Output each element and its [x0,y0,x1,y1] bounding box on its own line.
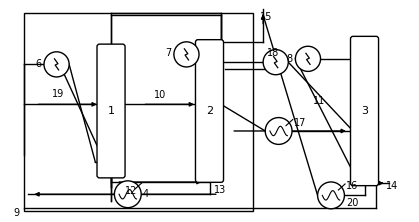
Circle shape [174,42,199,67]
Text: 20: 20 [346,198,359,208]
FancyBboxPatch shape [351,36,378,186]
Text: 4: 4 [142,189,149,199]
Text: 7: 7 [165,48,171,58]
Text: 8: 8 [286,54,292,64]
Text: 11: 11 [313,96,325,106]
Circle shape [44,52,69,77]
Text: 16: 16 [346,181,358,192]
Text: 17: 17 [294,118,306,128]
Circle shape [114,181,141,208]
Text: 3: 3 [361,106,368,116]
Text: 18: 18 [266,48,279,58]
Text: 14: 14 [385,181,398,192]
Circle shape [295,46,321,71]
Bar [24,13,253,211]
Text: 2: 2 [206,106,213,116]
Circle shape [265,118,292,144]
FancyBboxPatch shape [97,44,125,178]
FancyBboxPatch shape [196,40,223,182]
Text: 12: 12 [125,186,137,196]
Text: 13: 13 [214,185,226,195]
Circle shape [318,182,344,209]
Text: 6: 6 [35,59,41,69]
Text: 9: 9 [14,208,20,218]
Text: 1: 1 [108,106,114,116]
Text: 10: 10 [154,90,167,101]
Text: 15: 15 [260,12,272,22]
Text: 19: 19 [52,89,64,99]
Circle shape [263,50,288,75]
